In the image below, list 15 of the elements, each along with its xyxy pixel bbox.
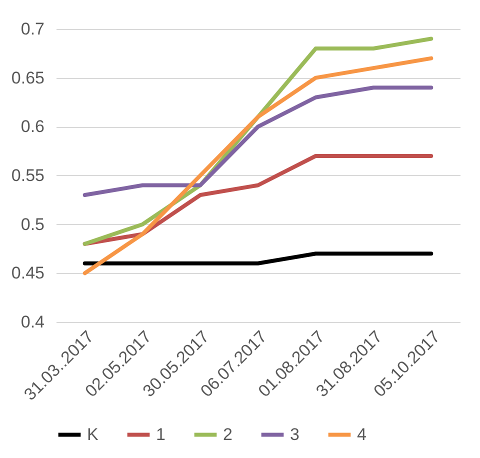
legend-label: 4 bbox=[357, 424, 366, 444]
y-tick-label: 0.6 bbox=[20, 117, 44, 136]
y-tick-label: 0.5 bbox=[20, 214, 44, 234]
legend-label: K bbox=[87, 424, 99, 444]
line-series bbox=[82, 154, 434, 246]
y-tick-label: 0.4 bbox=[20, 312, 44, 332]
y-tick-label: 0.45 bbox=[11, 264, 44, 283]
y-tick-label: 0.65 bbox=[11, 68, 44, 88]
y-tick-label: 0.7 bbox=[20, 20, 44, 38]
legend-label: 3 bbox=[290, 424, 300, 444]
legend-label: 2 bbox=[223, 424, 232, 444]
y-tick-label: 0.55 bbox=[11, 166, 44, 185]
line-series bbox=[82, 86, 434, 198]
legend-label: 1 bbox=[156, 424, 166, 444]
line-series bbox=[82, 56, 434, 276]
